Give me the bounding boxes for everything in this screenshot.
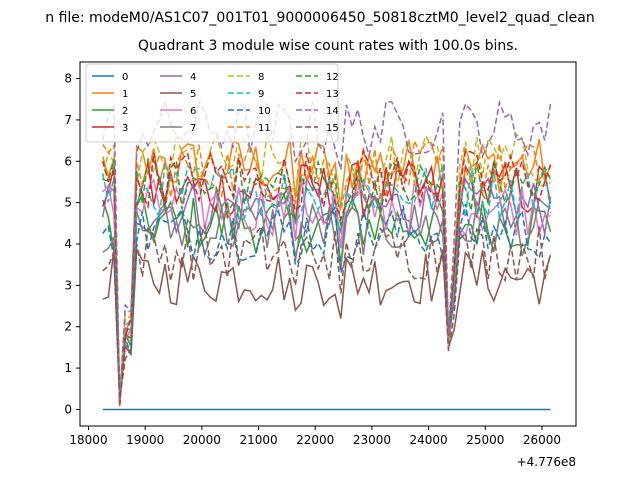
series-line-12	[102, 158, 552, 403]
x-tick-label: 25000	[466, 433, 504, 447]
legend-label-13: 13	[326, 89, 339, 100]
series-line-9	[101, 162, 552, 400]
legend-label-11: 11	[258, 123, 271, 134]
y-tick-label: 5	[64, 196, 72, 210]
x-tick-label: 24000	[410, 433, 448, 447]
legend-label-6: 6	[190, 106, 196, 117]
y-tick-label: 0	[64, 402, 72, 416]
figure-suptitle: n file: modeM0/AS1C07_001T01_9000006450_…	[45, 10, 594, 26]
y-tick-label: 8	[64, 72, 72, 86]
legend-label-3: 3	[122, 123, 128, 134]
y-tick-label: 7	[64, 113, 72, 127]
y-tick-label: 1	[64, 361, 72, 375]
legend-label-5: 5	[190, 89, 196, 100]
x-offset-label: +4.776e8	[517, 455, 576, 469]
plot-area	[101, 98, 552, 411]
series-line-5	[102, 246, 552, 402]
series-line-15	[102, 224, 552, 400]
legend-label-1: 1	[122, 89, 128, 100]
y-tick-label: 6	[64, 154, 72, 168]
series-line-13	[101, 148, 552, 405]
series-line-11	[102, 138, 551, 406]
legend-label-9: 9	[258, 89, 264, 100]
x-tick-label: 20000	[183, 433, 221, 447]
axes: 18000 19000 20000 21000 22000 23000 24000 25000…	[64, 61, 577, 447]
y-tick-label: 4	[64, 237, 72, 251]
x-tick-label: 21000	[239, 433, 277, 447]
legend-frame	[85, 63, 339, 143]
legend-label-0: 0	[122, 72, 128, 83]
x-tick-label: 19000	[126, 433, 164, 447]
y-tick-label: 3	[64, 278, 72, 292]
series-line-10	[102, 203, 552, 402]
x-tick-label: 26000	[523, 433, 561, 447]
legend-label-10: 10	[258, 106, 271, 117]
series-line-3	[101, 159, 552, 407]
y-tick-label: 2	[64, 320, 72, 334]
legend-label-8: 8	[258, 72, 264, 83]
x-tick-label: 23000	[353, 433, 391, 447]
legend-label-12: 12	[326, 72, 339, 83]
legend-label-2: 2	[122, 106, 128, 117]
axes-title: Quadrant 3 module wise count rates with …	[138, 38, 518, 54]
legend-label-7: 7	[190, 123, 196, 134]
legend-label-4: 4	[190, 72, 196, 83]
x-tick-label: 22000	[296, 433, 334, 447]
legend-label-15: 15	[326, 123, 339, 134]
legend-label-14: 14	[326, 106, 339, 117]
x-tick-label: 18000	[69, 433, 107, 447]
